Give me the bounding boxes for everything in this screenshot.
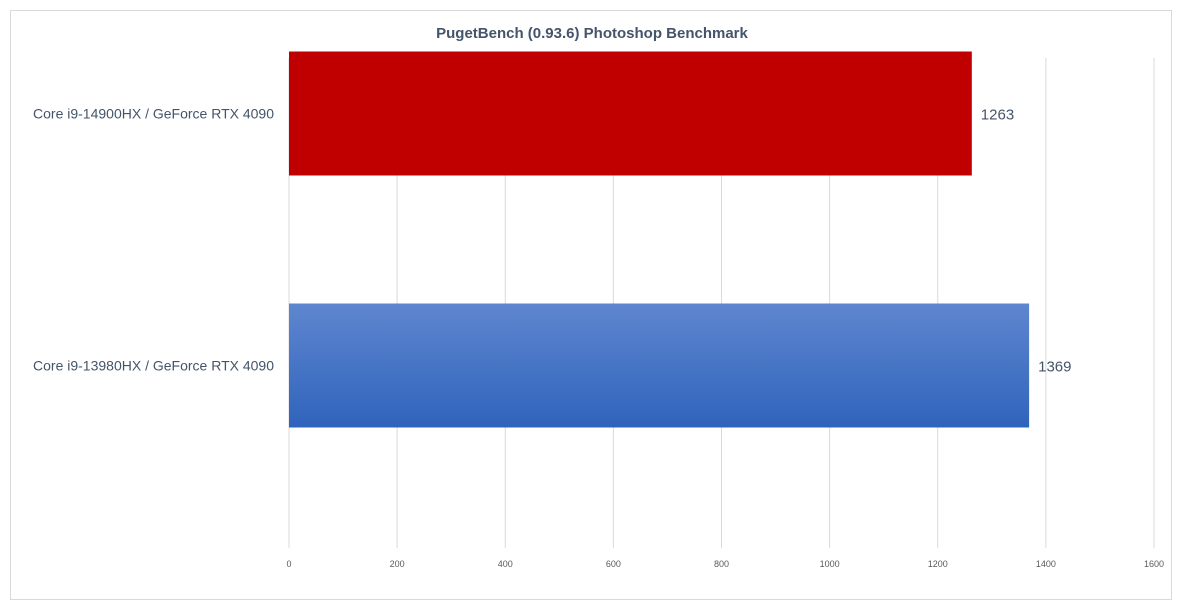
data-label: 1369 <box>1038 359 1071 376</box>
data-label: 1263 <box>981 107 1014 124</box>
data-labels: 1263 1369 <box>981 107 1072 376</box>
bars <box>289 51 1030 428</box>
category-labels: Core i9-14900HX / GeForce RTX 4090 Core i… <box>33 106 274 374</box>
x-tick-label: 1000 <box>820 559 840 569</box>
x-tick-label: 0 <box>286 559 291 569</box>
category-label: Core i9-13980HX / GeForce RTX 4090 <box>33 358 274 374</box>
category-label: Core i9-14900HX / GeForce RTX 4090 <box>33 106 274 122</box>
x-tick-label: 600 <box>606 559 621 569</box>
x-tick-label: 200 <box>390 559 405 569</box>
x-tick-label: 1400 <box>1036 559 1056 569</box>
chart-title: PugetBench (0.93.6) Photoshop Benchmark <box>436 25 748 42</box>
x-axis-ticks: 0 200 400 600 800 1000 1200 1400 1600 <box>286 559 1164 569</box>
x-tick-label: 1600 <box>1144 559 1164 569</box>
x-tick-label: 1200 <box>928 559 948 569</box>
x-tick-label: 400 <box>498 559 513 569</box>
x-tick-label: 800 <box>714 559 729 569</box>
bar <box>289 51 972 176</box>
bar <box>289 303 1030 428</box>
